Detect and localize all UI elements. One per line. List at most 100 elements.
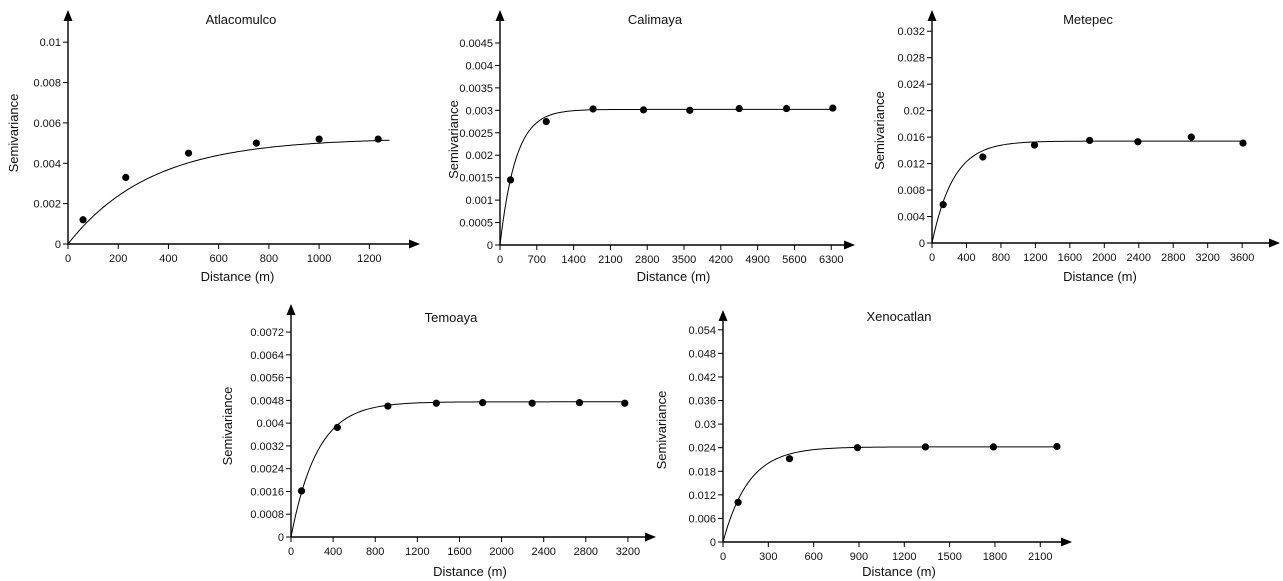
y-tick-label: 0.0072 xyxy=(250,327,284,339)
data-point xyxy=(479,399,487,407)
x-axis-title: Distance (m) xyxy=(433,564,507,579)
data-point xyxy=(939,201,947,209)
x-tick-label: 0 xyxy=(65,253,71,265)
y-tick-label: 0.032 xyxy=(897,26,925,38)
data-point xyxy=(639,106,648,114)
data-point xyxy=(384,402,392,410)
x-tick-label: 1200 xyxy=(1023,252,1047,264)
chart-panel-calimaya: 0 700 1400 2100 2800 3500 4200 4900 5600 6300 0 0.0… xyxy=(446,10,855,284)
data-point xyxy=(506,176,515,184)
x-tick-label: 700 xyxy=(528,254,546,266)
y-tick-label: 0.008 xyxy=(33,78,61,90)
y-tick-label: 0.016 xyxy=(897,132,925,144)
chart-title: Calimaya xyxy=(628,12,683,27)
x-tick-label: 1000 xyxy=(307,253,331,265)
x-tick-label: 0 xyxy=(720,551,726,563)
data-point xyxy=(989,443,998,451)
y-tick-label: 0.0025 xyxy=(459,128,493,140)
x-tick-label: 0 xyxy=(497,254,503,266)
data-point xyxy=(1086,136,1094,145)
y-tick-label: 0.0008 xyxy=(250,509,284,521)
data-point xyxy=(734,498,742,506)
data-point xyxy=(1239,139,1247,147)
data-point xyxy=(528,399,536,407)
data-point xyxy=(621,399,629,407)
y-tick-label: 0 xyxy=(278,532,284,544)
data-point xyxy=(829,104,837,112)
x-tick-label: 2100 xyxy=(598,254,622,266)
x-tick-label: 3500 xyxy=(672,254,696,266)
chart-title: Atlacomulco xyxy=(206,12,277,27)
data-point xyxy=(785,455,794,463)
model-curve xyxy=(722,446,1059,543)
x-axis-title: Distance (m) xyxy=(862,564,936,579)
data-point xyxy=(1053,442,1061,451)
y-tick-label: 0.006 xyxy=(688,513,716,525)
x-axis-arrow-icon xyxy=(1061,537,1072,547)
x-tick-label: 0 xyxy=(288,546,294,558)
x-axis-arrow-icon xyxy=(1269,238,1280,248)
x-axis-arrow-icon xyxy=(409,239,420,249)
x-tick-label: 2400 xyxy=(531,546,555,558)
y-tick-label: 0.018 xyxy=(688,466,716,478)
y-axis-title: Semivariance xyxy=(446,100,461,179)
model-curve xyxy=(931,140,1244,244)
x-axis-arrow-icon xyxy=(645,532,656,542)
data-point xyxy=(432,399,440,407)
y-axis-title: Semivariance xyxy=(6,94,21,173)
x-tick-label: 1500 xyxy=(937,551,961,563)
y-tick-label: 0.02 xyxy=(904,106,925,118)
x-tick-label: 1200 xyxy=(892,551,916,563)
y-tick-label: 0.048 xyxy=(688,348,716,360)
data-point xyxy=(374,135,382,143)
y-tick-label: 0 xyxy=(487,240,493,252)
y-tick-label: 0.004 xyxy=(33,158,61,170)
y-tick-label: 0.003 xyxy=(465,105,493,117)
x-tick-label: 600 xyxy=(209,253,227,265)
data-point xyxy=(686,106,694,114)
data-point xyxy=(921,443,930,451)
y-tick-label: 0.0016 xyxy=(250,486,284,498)
y-tick-label: 0.0056 xyxy=(250,373,284,385)
x-tick-label: 3200 xyxy=(616,546,640,558)
x-tick-label: 0 xyxy=(929,252,935,264)
chart-panel-xenocatlan: 0 300 600 900 1200 1500 1800 2100 0 0.006 0.012 0.0… xyxy=(654,309,1072,579)
x-tick-label: 1400 xyxy=(561,254,585,266)
x-tick-label: 4900 xyxy=(745,254,769,266)
data-point xyxy=(589,105,597,113)
x-tick-label: 3200 xyxy=(1195,252,1219,264)
y-tick-label: 0.0045 xyxy=(459,38,493,50)
x-tick-label: 6300 xyxy=(819,254,843,266)
y-tick-label: 0.006 xyxy=(33,118,61,130)
data-point xyxy=(1134,138,1142,146)
x-axis-title: Distance (m) xyxy=(1063,269,1137,284)
y-tick-label: 0.054 xyxy=(688,325,716,337)
y-tick-label: 0.0048 xyxy=(250,395,284,407)
chart-title: Metepec xyxy=(1063,12,1113,27)
y-tick-label: 0.012 xyxy=(688,490,716,502)
y-tick-label: 0.042 xyxy=(688,372,716,384)
y-tick-label: 0.0005 xyxy=(459,218,493,230)
data-point xyxy=(297,487,306,495)
x-tick-label: 400 xyxy=(957,252,975,264)
x-tick-label: 1600 xyxy=(447,546,471,558)
x-tick-label: 2400 xyxy=(1127,252,1151,264)
data-point xyxy=(575,399,584,407)
x-tick-label: 4200 xyxy=(709,254,733,266)
data-point xyxy=(735,104,743,113)
y-tick-label: 0.028 xyxy=(897,53,925,65)
y-tick-label: 0.008 xyxy=(897,185,925,197)
y-tick-label: 0.002 xyxy=(465,150,493,162)
y-tick-label: 0.0032 xyxy=(250,441,284,453)
y-axis-title: Semivariance xyxy=(654,391,669,470)
y-axis-arrow-icon xyxy=(718,310,728,321)
y-tick-label: 0.0064 xyxy=(250,350,284,362)
x-axis-arrow-icon xyxy=(844,240,855,250)
y-tick-label: 0 xyxy=(55,239,61,251)
x-tick-label: 800 xyxy=(366,546,384,558)
x-tick-label: 3600 xyxy=(1230,252,1254,264)
y-tick-label: 0.001 xyxy=(465,195,493,207)
y-tick-label: 0 xyxy=(919,238,925,250)
x-tick-label: 1800 xyxy=(983,551,1007,563)
